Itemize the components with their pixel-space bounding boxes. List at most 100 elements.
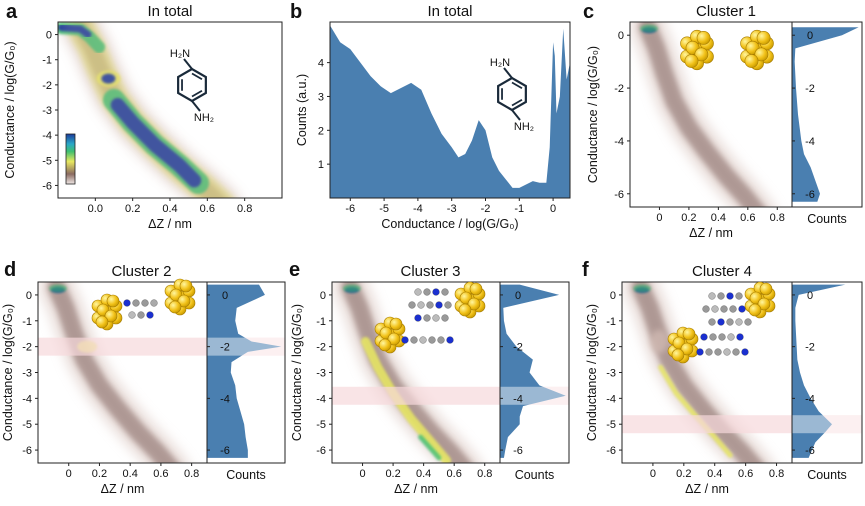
atom-icon [432, 314, 440, 322]
density-map [630, 22, 775, 207]
histogram-area [330, 25, 570, 199]
density-map [58, 22, 241, 198]
gold-atom-icon [95, 315, 109, 329]
histogram-area [207, 284, 282, 458]
counts-label: Counts [226, 468, 266, 482]
y-axis-label: Conductance / log(G/G₀) [585, 304, 599, 441]
y-tick-label: -1 [316, 316, 326, 328]
atom-icon [708, 318, 716, 326]
histogram-frame [206, 281, 286, 464]
atom-icon [428, 336, 436, 344]
panel-f: 0 0.2 0.4 0.6 0.8 0 -1 -2 -3 -4 -5 -6 ΔZ / nm Conduct… [585, 263, 863, 496]
y-tick-label: 3 [318, 91, 324, 103]
hist-y-tick-label: 0 [807, 30, 813, 42]
x-tick-label: 0.4 [123, 468, 138, 480]
gold-atom-icon [378, 338, 392, 352]
gold-atom-icon [671, 348, 685, 362]
x-tick-label: 0.4 [162, 203, 177, 215]
panel-c: 0 0.2 0.4 0.6 0.8 0 -2 -4 -6 ΔZ / nm Conductance /… [586, 3, 863, 240]
y-tick-label: -3 [42, 105, 52, 117]
x-tick-label: 0.6 [153, 468, 168, 480]
y-tick-label: -4 [22, 393, 32, 405]
y-axis-label: Conductance / log(G/G₀) [1, 304, 15, 441]
y-tick-label: -6 [606, 445, 616, 457]
y-tick-label: -2 [606, 342, 616, 354]
x-tick-label: -1 [514, 203, 524, 215]
y-tick-label: 1 [318, 159, 324, 171]
gold-atom-icon [458, 303, 472, 317]
gold-atom-icon [177, 294, 191, 308]
panel-letter-e: e [289, 259, 300, 281]
atom-icon [708, 292, 716, 300]
gold-atom-icon [744, 54, 759, 68]
gold-atom-icon [106, 294, 120, 308]
density-band [418, 434, 442, 461]
x-tick-label: 0 [650, 468, 656, 480]
atom-icon [401, 336, 409, 344]
x-tick-label: 0.0 [88, 203, 103, 215]
atom-icon [705, 348, 713, 356]
y-axis-label: Conductance / log(G/G₀) [586, 46, 600, 183]
atom-icon [419, 336, 427, 344]
peak-blob [342, 284, 361, 293]
y-tick-label: -5 [22, 419, 32, 431]
hist-y-tick-label: -4 [805, 136, 815, 148]
x-tick-label: -3 [447, 203, 457, 215]
atom-icon [435, 301, 443, 309]
y-tick-label: -2 [42, 80, 52, 92]
highlight-band-overlay [500, 386, 569, 405]
y-tick-label: 2 [318, 125, 324, 137]
histogram-frame [791, 281, 863, 464]
peak-blob [48, 284, 67, 293]
hist-y-tick-label: -4 [220, 393, 230, 405]
atom-icon [123, 299, 131, 307]
atom-icon [132, 299, 140, 307]
hist-y-tick-label: -4 [805, 393, 815, 405]
atom-icon [726, 318, 734, 326]
atom-icon [417, 301, 425, 309]
density-band [60, 22, 241, 198]
x-tick-label: 0.4 [707, 468, 722, 480]
counts-label: Counts [807, 212, 847, 226]
histogram-area [500, 284, 566, 458]
gold-atom-icon [389, 317, 403, 331]
density-band [638, 22, 765, 207]
y-tick-label: -4 [42, 130, 52, 142]
panel-letter-b: b [290, 1, 302, 23]
density-band [361, 336, 452, 463]
histogram-area [792, 284, 846, 458]
y-tick-label: -1 [22, 316, 32, 328]
side-histogram: 0 -2 -4 -6 Counts [206, 281, 286, 482]
density-map [333, 282, 482, 463]
x-tick-label: 0.4 [711, 212, 726, 224]
side-histogram: 0 -2 -4 -6 Counts [499, 281, 570, 482]
x-tick-label: 0.6 [447, 468, 462, 480]
gold-atom-icon [694, 47, 709, 62]
x-tick-label: 0 [656, 212, 662, 224]
gold-atom-icon [179, 279, 193, 293]
double-bond-icon [191, 89, 203, 98]
x-tick-label: 0.6 [200, 203, 215, 215]
hist-y-tick-label: -6 [805, 445, 815, 457]
x-tick-label: 0.2 [676, 468, 691, 480]
y-tick-label: -3 [316, 368, 326, 380]
x-tick-label: 0.8 [237, 203, 252, 215]
atom-icon [408, 301, 416, 309]
plot-frame [329, 21, 571, 199]
gold-atom-icon [754, 47, 769, 62]
gold-atom-icon [756, 31, 771, 45]
hist-y-tick-label: -6 [513, 445, 523, 457]
panel-d: 0 0.2 0.4 0.6 0.8 0 -1 -2 -3 -4 -5 -6 ΔZ / nm Conduct… [1, 263, 286, 496]
y-axis-label: Conductance / log(G/G₀) [290, 304, 304, 441]
x-tick-label: 0.2 [125, 203, 140, 215]
y-axis-label: Conductance / log(G/G₀) [3, 41, 17, 178]
x-tick-label: 0 [550, 203, 556, 215]
atom-icon [735, 318, 743, 326]
y-tick-label: -4 [606, 393, 616, 405]
atom-icon [744, 318, 752, 326]
gold-atom-icon [104, 309, 118, 323]
density-band [631, 282, 764, 463]
panel-title: Cluster 2 [111, 263, 171, 280]
y-tick-label: -5 [606, 419, 616, 431]
x-tick-label: 0.2 [92, 468, 107, 480]
